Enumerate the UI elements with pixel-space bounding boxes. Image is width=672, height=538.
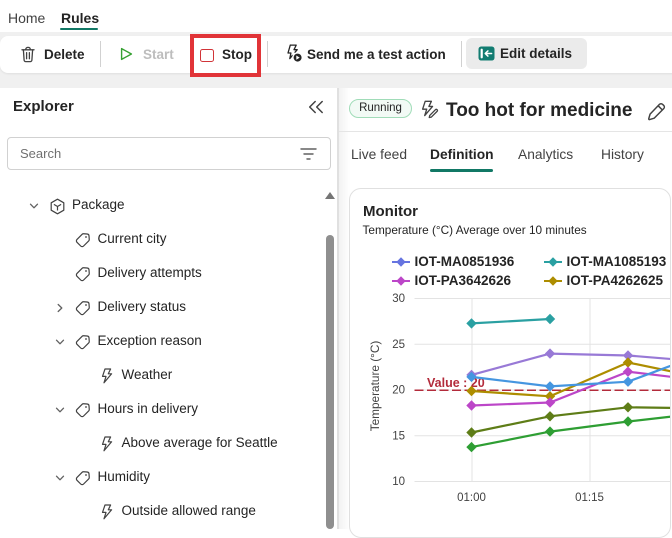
svg-text:20: 20 [392,385,405,397]
svg-text:15: 15 [392,430,405,442]
svg-text:25: 25 [392,339,405,351]
svg-text:01:00: 01:00 [457,492,486,504]
svg-text:30: 30 [392,293,405,305]
svg-text:10: 10 [392,476,405,488]
svg-text:Temperature (°C): Temperature (°C) [368,341,382,432]
svg-text:01:15: 01:15 [575,492,604,504]
